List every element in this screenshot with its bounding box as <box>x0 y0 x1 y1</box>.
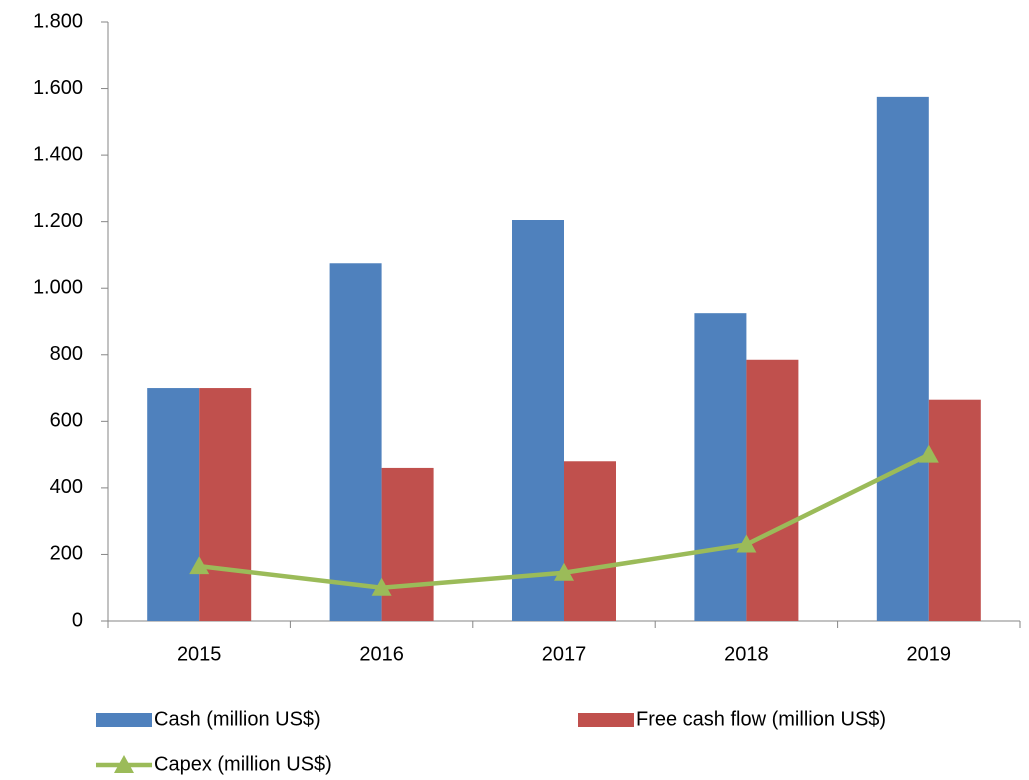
legend-label: Free cash flow (million US$) <box>636 708 886 730</box>
y-tick-label: 1.400 <box>33 143 83 165</box>
y-tick-label: 1.000 <box>33 277 83 299</box>
y-tick-label: 200 <box>50 543 83 565</box>
legend-swatch <box>96 713 152 727</box>
y-tick-label: 1.200 <box>33 210 83 232</box>
bar <box>746 359 799 621</box>
x-tick-label: 2018 <box>724 643 769 665</box>
y-tick-label: 800 <box>50 343 83 365</box>
y-tick-label: 400 <box>50 476 83 498</box>
legend-swatch <box>578 713 634 727</box>
legend-marker <box>114 755 134 773</box>
legend-label: Capex (million US$) <box>154 753 332 775</box>
x-tick-label: 2015 <box>177 643 222 665</box>
bar <box>147 388 200 621</box>
bar <box>694 313 747 621</box>
bar <box>329 263 382 621</box>
bar <box>199 388 252 621</box>
marker <box>371 577 392 596</box>
marker <box>554 562 574 581</box>
marker <box>918 444 939 463</box>
bar <box>381 467 434 621</box>
x-tick-label: 2017 <box>542 643 587 665</box>
x-tick-label: 2019 <box>907 643 952 665</box>
y-tick-label: 0 <box>72 609 83 631</box>
y-tick-label: 1.600 <box>33 77 83 99</box>
bar <box>512 220 564 621</box>
legend-label: Cash (million US$) <box>154 708 321 730</box>
x-tick-label: 2016 <box>359 643 404 665</box>
bar <box>564 461 616 621</box>
marker <box>189 556 210 575</box>
bar <box>876 96 929 621</box>
marker <box>736 534 757 553</box>
y-tick-label: 1.800 <box>33 10 83 32</box>
y-tick-label: 600 <box>50 410 83 432</box>
bar <box>928 399 981 621</box>
